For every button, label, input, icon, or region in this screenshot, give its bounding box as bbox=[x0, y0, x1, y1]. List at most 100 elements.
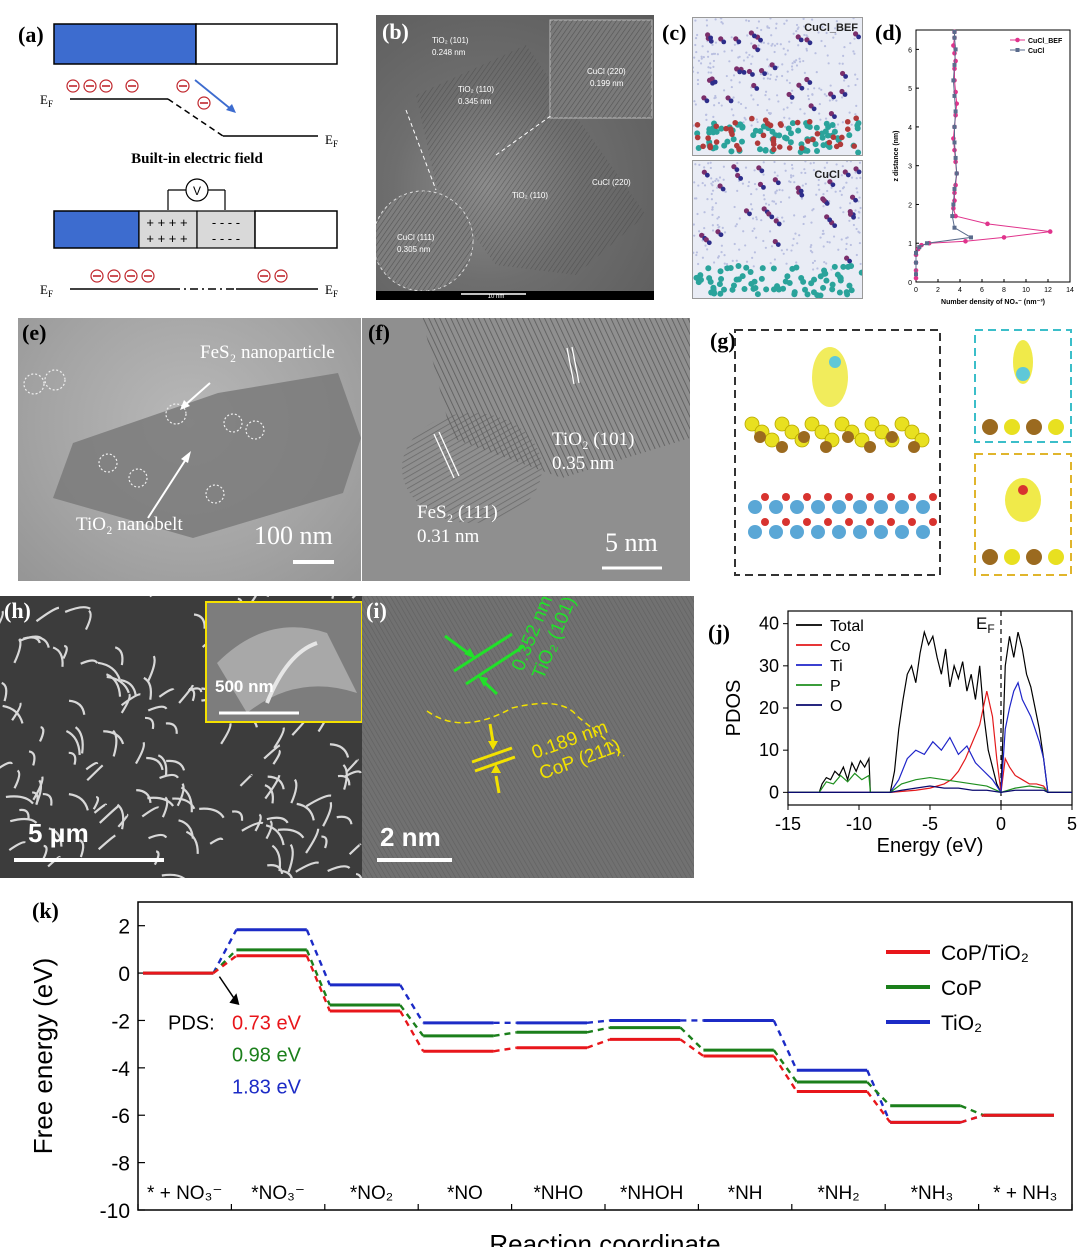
chart-d-point bbox=[952, 50, 957, 56]
panel-e-scalebar-label: 100 nm bbox=[254, 521, 333, 550]
chart-d-ytick: 2 bbox=[908, 202, 912, 209]
electron-flow-arrow bbox=[194, 79, 233, 111]
panel-c-top-snapshot: CuCl_BEF bbox=[692, 17, 863, 156]
panel-label-k: (k) bbox=[32, 898, 59, 923]
chart-k-connector bbox=[866, 1069, 892, 1123]
panel-b-scalebar: 10 nm bbox=[488, 294, 505, 300]
chart-d-point bbox=[953, 155, 958, 160]
svg-text:+ + + +: + + + + bbox=[146, 215, 187, 230]
chart-d-point bbox=[969, 235, 973, 240]
chart-d-line-0 bbox=[915, 31, 1051, 279]
panel-i-scalebar-label: 2 nm bbox=[380, 822, 441, 852]
chart-d-point bbox=[963, 238, 968, 244]
panel-e-tem-image: FeS₂ nanoparticle TiO₂ nanobelt 100 nm (… bbox=[18, 318, 361, 581]
chart-k-connector bbox=[772, 1049, 798, 1083]
panel-b-label-5: TiO₂ (110) bbox=[512, 191, 548, 200]
panel-h-sem-image: 500 nm 5 μm (h) bbox=[0, 596, 362, 878]
chart-k-ytick: -10 bbox=[100, 1200, 130, 1223]
chart-k-pds-label: PDS: bbox=[168, 1013, 215, 1035]
svg-text:- - - -: - - - - bbox=[212, 215, 240, 230]
chart-j-legend-2: Ti bbox=[830, 658, 843, 675]
chart-d-point bbox=[914, 260, 918, 265]
voltmeter-icon bbox=[185, 178, 209, 202]
panel-b-label-2: TiO₂ (110) bbox=[458, 85, 494, 94]
panel-j-chart: -15 -10 -5 0 5 0 10 20 30 40 Energy (eV) PDOS EF Tota… bbox=[723, 610, 1077, 857]
chart-j-xtick: -5 bbox=[922, 814, 938, 834]
chart-j-xlabel: Energy (eV) bbox=[877, 835, 984, 857]
panel-b-label-1: 0.248 nm bbox=[432, 48, 466, 57]
panel-f-hrtem-image: TiO₂ (101) 0.35 nm FeS₂ (111) 0.31 nm 5 nm… bbox=[362, 318, 690, 581]
chart-k-category-2: *NO₂ bbox=[350, 1183, 393, 1204]
fermi-level-right-label: EF bbox=[325, 132, 338, 149]
chart-j-ylabel: PDOS bbox=[723, 680, 745, 737]
panel-f-scalebar-label: 5 nm bbox=[605, 528, 658, 557]
panel-label-j: (j) bbox=[708, 620, 730, 645]
panel-b-tem-image: 10 nm TiO₂ (101) 0.248 nm TiO₂ (110) 0.345 … bbox=[376, 15, 654, 300]
chart-k-connector bbox=[212, 954, 238, 975]
chart-k-connector bbox=[399, 984, 425, 1024]
chart-d-xtick: 14 bbox=[1066, 287, 1074, 294]
chart-d-legend-1: CuCl bbox=[1028, 48, 1044, 55]
chart-k-connector bbox=[212, 929, 238, 974]
chart-k-connector bbox=[960, 1104, 985, 1117]
chart-d-point bbox=[953, 213, 958, 219]
chart-j-line-2 bbox=[788, 680, 1072, 795]
chart-j-xtick: 0 bbox=[996, 814, 1006, 834]
fermi-level-left-label: EF bbox=[40, 92, 53, 109]
chart-d-ytick: 3 bbox=[908, 164, 912, 171]
panel-b-label-6: CuCl (111) bbox=[397, 233, 435, 242]
chart-d-point bbox=[952, 62, 957, 67]
chart-k-connector bbox=[586, 1038, 611, 1049]
chart-k-connector bbox=[305, 929, 331, 986]
chart-d-xtick: 2 bbox=[936, 287, 940, 294]
panel-b-label-3: 0.345 nm bbox=[458, 97, 492, 106]
chart-k-category-9: * + NH₃ bbox=[993, 1183, 1057, 1204]
chart-d-point bbox=[950, 214, 955, 219]
panel-label-g: (g) bbox=[710, 328, 736, 353]
chart-k-category-3: *NO bbox=[447, 1183, 483, 1204]
chart-d-ylabel: z distance (nm) bbox=[893, 131, 900, 182]
chart-d-point bbox=[951, 202, 956, 207]
panel-f-tio2-label: TiO₂ (101) 0.35 nm bbox=[552, 429, 635, 474]
svg-text:- - - -: - - - - bbox=[212, 231, 240, 246]
chart-d-point bbox=[952, 35, 957, 40]
chart-j-xtick: 5 bbox=[1067, 814, 1077, 834]
panel-label-a: (a) bbox=[18, 22, 44, 47]
chart-k-connector bbox=[305, 949, 331, 1006]
chart-d-xtick: 6 bbox=[980, 287, 984, 294]
chart-k-connector bbox=[586, 1026, 611, 1034]
chart-k-category-7: *NH₂ bbox=[817, 1183, 859, 1204]
chart-j-ytick: 0 bbox=[769, 782, 779, 802]
chart-d-point bbox=[914, 272, 918, 277]
chart-k-connector bbox=[679, 1038, 705, 1057]
chart-d-xtick: 12 bbox=[1044, 287, 1052, 294]
electrons-top bbox=[66, 79, 211, 110]
chart-j-xtick: -15 bbox=[775, 814, 801, 834]
panel-label-c: (c) bbox=[662, 20, 687, 45]
panel-b-label-0: TiO₂ (101) bbox=[432, 36, 469, 45]
chart-k-ytick: -2 bbox=[111, 1010, 130, 1033]
panel-b-label-9: 0.199 nm bbox=[590, 79, 624, 88]
chart-d-xtick: 4 bbox=[958, 287, 962, 294]
panel-e-label-nanobelt: TiO₂ nanobelt bbox=[76, 514, 183, 535]
panel-label-h: (h) bbox=[4, 598, 31, 623]
chart-k-pds-value-1: 0.98 eV bbox=[232, 1045, 302, 1067]
chart-d-point bbox=[913, 275, 919, 281]
chart-j-legend-0: Total bbox=[830, 618, 864, 635]
chart-j-ytick: 20 bbox=[759, 698, 779, 718]
chart-d-line-1 bbox=[915, 31, 973, 275]
panel-k-chart: 2 0 -2 -4 -6 -8 -10 Reaction coordinate Free ene… bbox=[28, 901, 1073, 1247]
panel-f-fes2-label: FeS₂ (111) 0.31 nm bbox=[417, 502, 498, 547]
chart-d-point bbox=[951, 136, 956, 141]
chart-d-point bbox=[952, 140, 957, 145]
chart-d-legend-0: CuCl_BEF bbox=[1028, 38, 1063, 45]
chart-d-xlabel: Number density of NO₃⁻ (nm⁻³) bbox=[941, 299, 1045, 306]
built-in-field-title: Built-in electric field bbox=[131, 151, 263, 167]
chart-j-legend-1: Co bbox=[830, 638, 851, 655]
chart-d-point bbox=[953, 58, 958, 64]
chart-k-ytick: 2 bbox=[118, 916, 130, 939]
chart-k-legend-2: TiO₂ bbox=[941, 1012, 982, 1035]
chart-k-connector bbox=[399, 1010, 425, 1052]
panel-e-label-nanoparticle: FeS₂ nanoparticle bbox=[200, 342, 335, 363]
chart-d-point bbox=[952, 225, 957, 230]
